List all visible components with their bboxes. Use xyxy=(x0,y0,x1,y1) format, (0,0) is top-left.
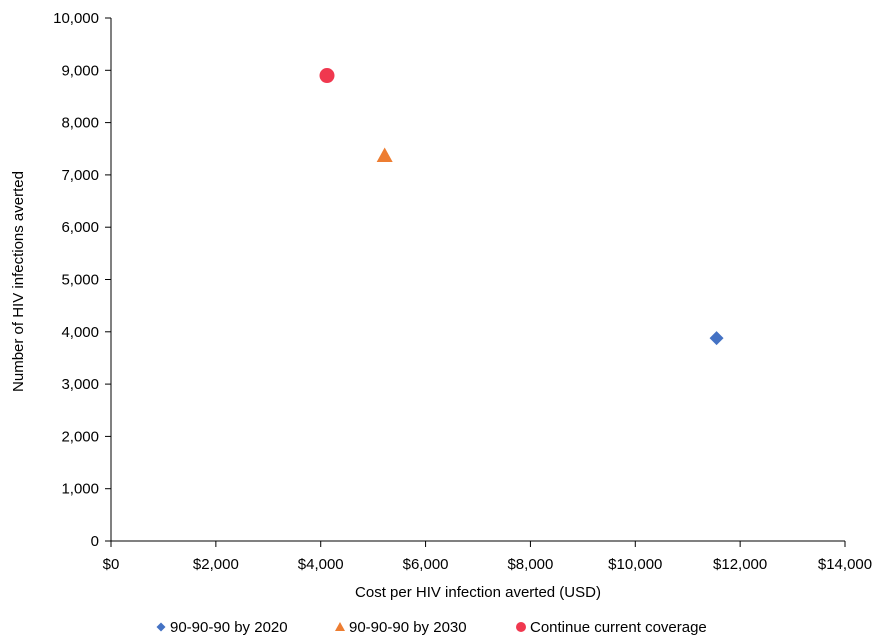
x-tick-label: $0 xyxy=(103,556,120,573)
legend-triangle-icon xyxy=(335,622,345,631)
data-points xyxy=(319,68,724,346)
x-axis-label: Cost per HIV infection averted (USD) xyxy=(355,584,601,601)
y-tick-label: 7,000 xyxy=(61,167,99,184)
x-tick-label: $8,000 xyxy=(507,556,553,573)
y-tick-label: 0 xyxy=(91,533,99,550)
x-tick-label: $4,000 xyxy=(298,556,344,573)
y-axis-ticks: 0 1,000 2,000 3,000 4,000 5,000 6,000 7,000 8,00… xyxy=(53,10,111,550)
x-axis-ticks: $0 $2,000 $4,000 $6,000 $8,000 $10,000 $12,000… xyxy=(103,541,872,573)
x-tick-label: $14,000 xyxy=(818,556,872,573)
legend: 90-90-90 by 2020 90-90-90 by 2030 Continue… xyxy=(156,619,707,636)
y-tick-label: 1,000 xyxy=(61,481,99,498)
y-tick-label: 4,000 xyxy=(61,324,99,341)
y-tick-label: 6,000 xyxy=(61,219,99,236)
diamond-data-point xyxy=(709,331,724,346)
legend-label: Continue current coverage xyxy=(530,619,707,636)
y-tick-label: 10,000 xyxy=(53,10,99,27)
axes xyxy=(110,18,845,542)
x-tick-label: $10,000 xyxy=(608,556,662,573)
triangle-data-point xyxy=(376,147,393,162)
legend-label: 90-90-90 by 2030 xyxy=(349,619,467,636)
y-axis-label: Number of HIV infections averted xyxy=(10,171,27,392)
circle-data-point xyxy=(319,68,335,84)
y-tick-label: 8,000 xyxy=(61,115,99,132)
legend-circle-icon xyxy=(516,622,526,632)
x-tick-label: $2,000 xyxy=(193,556,239,573)
x-tick-label: $6,000 xyxy=(403,556,449,573)
y-tick-label: 9,000 xyxy=(61,62,99,79)
y-tick-label: 3,000 xyxy=(61,376,99,393)
y-tick-label: 5,000 xyxy=(61,272,99,289)
legend-diamond-icon xyxy=(156,622,166,632)
y-tick-label: 2,000 xyxy=(61,428,99,445)
legend-label: 90-90-90 by 2020 xyxy=(170,619,288,636)
x-tick-label: $12,000 xyxy=(713,556,767,573)
